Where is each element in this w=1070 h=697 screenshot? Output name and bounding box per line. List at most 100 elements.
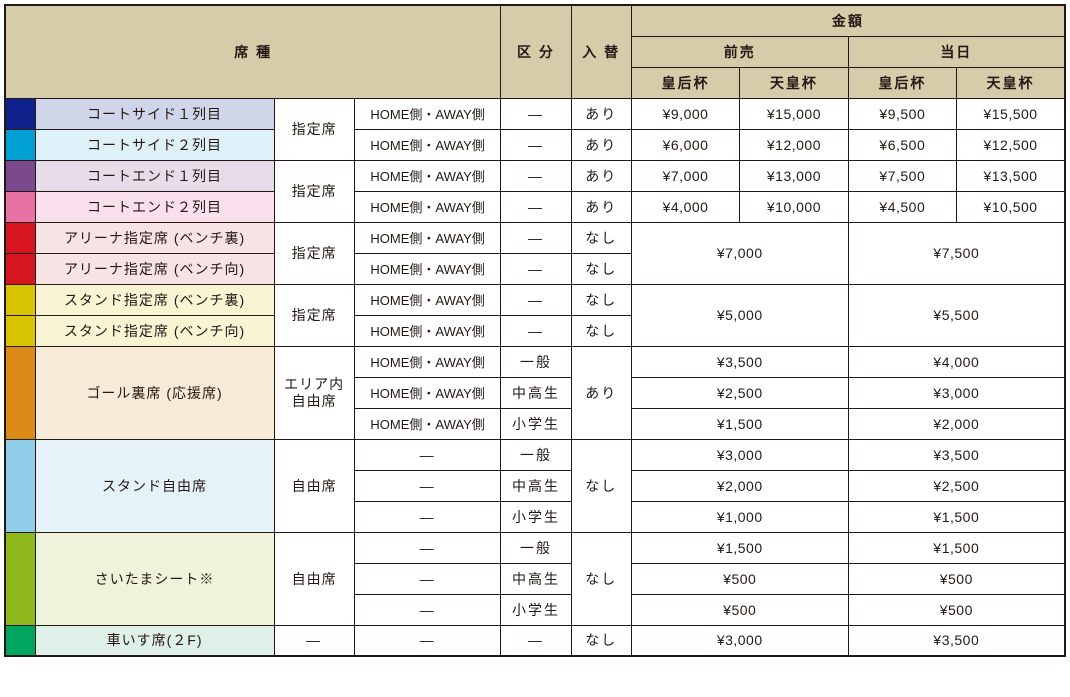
table-row: 車いす席(２F) ― ― ― なし ¥3,000 ¥3,500 (5, 625, 1065, 656)
side-cell: HOME側・AWAY側 (354, 315, 501, 346)
seat-price-table: 席 種 区 分 入 替 金額 前売 当日 皇后杯 天皇杯 皇后杯 天皇杯 コート… (4, 4, 1066, 657)
change-cell: なし (571, 439, 631, 532)
table-row: コートエンド１列目 指定席 HOME側・AWAY側 ― あり ¥7,000 ¥1… (5, 160, 1065, 191)
swatch (5, 253, 35, 284)
table-row: ゴール裏席 (応援席) エリア内 自由席 HOME側・AWAY側 一般 あり ¥… (5, 346, 1065, 377)
swatch (5, 315, 35, 346)
price-cell: ¥3,500 (848, 439, 1065, 470)
price-cell: ¥1,500 (631, 408, 848, 439)
side-cell: HOME側・AWAY側 (354, 222, 501, 253)
seat-category: 指定席 (274, 284, 354, 346)
price-cell: ¥6,500 (848, 129, 956, 160)
seat-name: さいたまシート※ (35, 532, 274, 625)
price-cell: ¥1,500 (848, 501, 1065, 532)
seat-category: 指定席 (274, 222, 354, 284)
swatch (5, 129, 35, 160)
price-cell: ¥13,500 (957, 160, 1065, 191)
class-cell: 一般 (501, 346, 571, 377)
price-cell: ¥7,000 (631, 160, 739, 191)
price-cell: ¥2,500 (631, 377, 848, 408)
class-cell: 小学生 (501, 501, 571, 532)
price-cell: ¥500 (848, 594, 1065, 625)
price-cell: ¥12,500 (957, 129, 1065, 160)
seat-name: コートエンド１列目 (35, 160, 274, 191)
seat-category: エリア内 自由席 (274, 346, 354, 439)
swatch (5, 160, 35, 191)
seat-name: ゴール裏席 (応援席) (35, 346, 274, 439)
class-cell: ― (501, 222, 571, 253)
table-row: さいたまシート※ 自由席 ― 一般 なし ¥1,500 ¥1,500 (5, 532, 1065, 563)
seat-name: スタンド自由席 (35, 439, 274, 532)
hdr-seat-type: 席 種 (5, 5, 501, 98)
seat-name: コートサイド１列目 (35, 98, 274, 129)
type-line1: エリア内 (284, 376, 344, 392)
price-cell: ¥500 (631, 594, 848, 625)
side-cell: HOME側・AWAY側 (354, 98, 501, 129)
side-cell: HOME側・AWAY側 (354, 191, 501, 222)
side-cell: ― (354, 470, 501, 501)
price-cell: ¥1,000 (631, 501, 848, 532)
class-cell: 小学生 (501, 408, 571, 439)
hdr-day-empress: 皇后杯 (848, 67, 956, 98)
swatch (5, 191, 35, 222)
swatch (5, 284, 35, 315)
price-cell: ¥2,000 (631, 470, 848, 501)
table-row: スタンド指定席 (ベンチ裏) 指定席 HOME側・AWAY側 ― なし ¥5,0… (5, 284, 1065, 315)
price-cell: ¥4,000 (631, 191, 739, 222)
swatch (5, 346, 35, 439)
table-row: コートエンド２列目 HOME側・AWAY側 ― あり ¥4,000 ¥10,00… (5, 191, 1065, 222)
price-cell: ¥500 (631, 563, 848, 594)
class-cell: 中高生 (501, 563, 571, 594)
type-line2: 自由席 (292, 393, 337, 409)
swatch (5, 222, 35, 253)
seat-name: アリーナ指定席 (ベンチ裏) (35, 222, 274, 253)
price-cell: ¥6,000 (631, 129, 739, 160)
hdr-adv-empress: 皇后杯 (631, 67, 739, 98)
change-cell: なし (571, 222, 631, 253)
change-cell: あり (571, 129, 631, 160)
price-cell: ¥10,000 (740, 191, 848, 222)
hdr-classification: 区 分 (501, 5, 571, 98)
side-cell: ― (354, 439, 501, 470)
class-cell: ― (501, 160, 571, 191)
price-cell: ¥3,000 (631, 625, 848, 656)
class-cell: ― (501, 191, 571, 222)
seat-name: スタンド指定席 (ベンチ向) (35, 315, 274, 346)
side-cell: HOME側・AWAY側 (354, 284, 501, 315)
class-cell: ― (501, 129, 571, 160)
price-cell: ¥4,000 (848, 346, 1065, 377)
swatch (5, 625, 35, 656)
price-cell: ¥1,500 (848, 532, 1065, 563)
price-cell: ¥5,000 (631, 284, 848, 346)
price-cell: ¥7,000 (631, 222, 848, 284)
price-cell: ¥12,000 (740, 129, 848, 160)
change-cell: なし (571, 253, 631, 284)
change-cell: あり (571, 98, 631, 129)
swatch (5, 98, 35, 129)
class-cell: ― (501, 253, 571, 284)
seat-category: 自由席 (274, 532, 354, 625)
change-cell: なし (571, 315, 631, 346)
side-cell: HOME側・AWAY側 (354, 408, 501, 439)
hdr-advance: 前売 (631, 36, 848, 67)
price-cell: ¥3,000 (631, 439, 848, 470)
price-cell: ¥3,500 (848, 625, 1065, 656)
side-cell: HOME側・AWAY側 (354, 253, 501, 284)
swatch (5, 439, 35, 532)
seat-name: 車いす席(２F) (35, 625, 274, 656)
side-cell: HOME側・AWAY側 (354, 160, 501, 191)
hdr-adv-emperor: 天皇杯 (740, 67, 848, 98)
hdr-amount: 金額 (631, 5, 1065, 36)
change-cell: なし (571, 284, 631, 315)
seat-name: アリーナ指定席 (ベンチ向) (35, 253, 274, 284)
price-cell: ¥9,000 (631, 98, 739, 129)
price-cell: ¥1,500 (631, 532, 848, 563)
class-cell: ― (501, 284, 571, 315)
table-row: アリーナ指定席 (ベンチ裏) 指定席 HOME側・AWAY側 ― なし ¥7,0… (5, 222, 1065, 253)
price-cell: ¥7,500 (848, 160, 956, 191)
seat-category: 自由席 (274, 439, 354, 532)
side-cell: ― (354, 563, 501, 594)
class-cell: ― (501, 625, 571, 656)
change-cell: なし (571, 625, 631, 656)
seat-category: 指定席 (274, 98, 354, 160)
